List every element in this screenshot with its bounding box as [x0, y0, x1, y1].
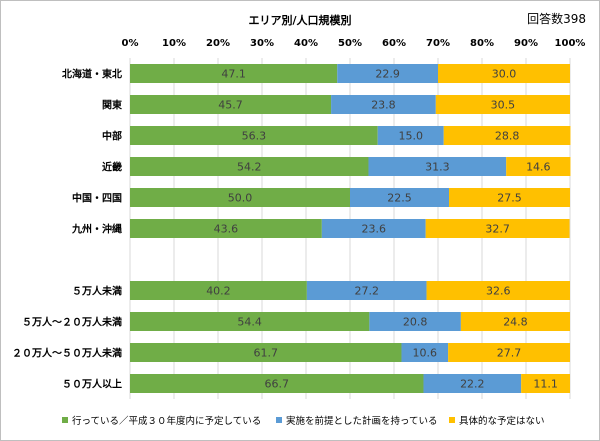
data-label: 14.6 — [526, 161, 551, 174]
bar-segment — [425, 219, 570, 238]
x-tick-label: 10% — [162, 38, 186, 49]
bar-segment — [306, 281, 427, 300]
bar-segment — [321, 219, 426, 238]
data-label: 22.2 — [460, 378, 485, 391]
bar-segment — [448, 343, 570, 362]
bar-segment — [423, 374, 522, 393]
data-label: 54.4 — [237, 316, 262, 329]
data-label: 23.8 — [371, 99, 396, 112]
data-label: 32.7 — [485, 223, 510, 236]
bar-segment — [401, 343, 449, 362]
legend-item-implementing: 行っている／平成３０年度内に予定している — [62, 413, 261, 427]
x-tick-label: 100% — [555, 38, 586, 49]
bar-segment — [130, 188, 350, 207]
bar-segment — [130, 374, 424, 393]
data-label: 43.6 — [214, 223, 239, 236]
data-label: 66.7 — [264, 378, 289, 391]
bar-segment — [506, 157, 571, 176]
data-label: 40.2 — [206, 285, 231, 298]
data-label: 28.8 — [495, 130, 520, 143]
x-tick-label: 30% — [250, 38, 274, 49]
data-label: 32.6 — [486, 285, 511, 298]
data-label: 56.3 — [242, 130, 267, 143]
bar-segment — [369, 312, 461, 331]
legend-swatch-blue — [276, 417, 282, 423]
data-label: 23.6 — [362, 223, 387, 236]
data-label: 27.7 — [497, 347, 522, 360]
category-label: 北海道・東北 — [62, 68, 122, 81]
data-label: 54.2 — [237, 161, 262, 174]
legend-label-no-plan: 具体的な予定はない — [459, 416, 545, 427]
data-label: 27.2 — [354, 285, 379, 298]
bar-segment — [521, 374, 570, 393]
x-tick-label: 70% — [426, 38, 450, 49]
data-label: 30.0 — [492, 68, 517, 81]
data-label: 22.5 — [387, 192, 412, 205]
bar-segment — [435, 95, 570, 114]
bar-segment — [130, 343, 402, 362]
bar-segment — [438, 64, 570, 83]
x-tick-label: 0% — [122, 38, 139, 49]
respondent-count: 回答数398 — [527, 12, 586, 26]
legend-label-implementing: 行っている／平成３０年度内に予定している — [72, 416, 262, 427]
data-label: 61.7 — [253, 347, 278, 360]
bar-segment — [130, 312, 370, 331]
category-label: 中国・四国 — [72, 192, 122, 205]
data-label: 45.7 — [218, 99, 243, 112]
x-tick-label: 50% — [338, 38, 362, 49]
x-tick-label: 20% — [206, 38, 230, 49]
x-tick-label: 40% — [294, 38, 318, 49]
category-label: ５万人～２０万人未満 — [22, 316, 122, 329]
data-label: 27.5 — [497, 192, 522, 205]
category-label: ５万人未満 — [72, 285, 122, 298]
data-label: 20.8 — [403, 316, 428, 329]
legend-label-planned: 実施を前提とした計画を持っている — [286, 416, 438, 427]
data-label: 10.6 — [413, 347, 438, 360]
legend-item-no-plan: 具体的な予定はない — [449, 413, 545, 427]
legend-item-planned: 実施を前提とした計画を持っている — [276, 413, 438, 427]
data-label: 47.1 — [221, 68, 246, 81]
x-tick-label: 80% — [470, 38, 494, 49]
category-label: 関東 — [102, 99, 122, 112]
bar-segment — [368, 157, 507, 176]
bar-segment — [449, 188, 570, 207]
bar-segment — [460, 312, 570, 331]
chart-title: エリア別/人口規模別 — [248, 14, 352, 27]
legend-swatch-green — [62, 417, 68, 423]
bar-segment — [130, 64, 338, 83]
category-label: ５０万人以上 — [62, 378, 122, 391]
data-label: 15.0 — [398, 130, 423, 143]
category-label: 近畿 — [102, 161, 122, 174]
bar-segment — [130, 281, 307, 300]
data-label: 22.9 — [375, 68, 400, 81]
bar-segment — [130, 126, 378, 145]
data-label: 50.0 — [228, 192, 253, 205]
bar-segment — [426, 281, 570, 300]
data-label: 31.3 — [425, 161, 450, 174]
bar-segment — [337, 64, 438, 83]
legend-swatch-yellow — [449, 417, 455, 423]
data-label: 11.1 — [533, 378, 558, 391]
bar-segment — [377, 126, 444, 145]
category-label: ２０万人～５０万人未満 — [12, 347, 122, 360]
category-label: 九州・沖縄 — [71, 223, 122, 236]
x-tick-label: 90% — [514, 38, 538, 49]
bar-segment — [130, 95, 332, 114]
data-label: 24.8 — [503, 316, 528, 329]
category-label: 中部 — [102, 130, 122, 143]
bar-segment — [130, 219, 322, 238]
data-label: 30.5 — [491, 99, 516, 112]
bar-segment — [443, 126, 571, 145]
bar-segment — [331, 95, 436, 114]
x-tick-label: 60% — [382, 38, 406, 49]
bar-segment — [130, 157, 369, 176]
bar-segment — [350, 188, 449, 207]
